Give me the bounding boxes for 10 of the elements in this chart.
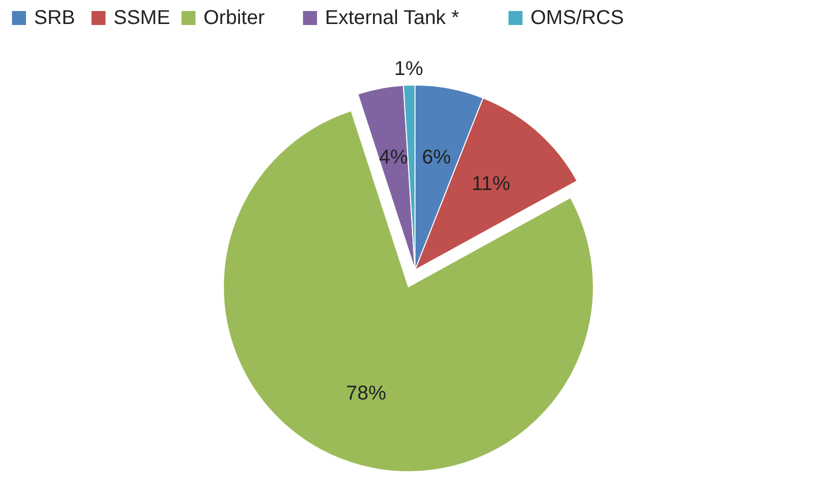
data-label: 6%: [422, 146, 452, 168]
data-label: 11%: [472, 172, 510, 195]
legend-label: External Tank *: [325, 7, 460, 29]
legend-label: SSME: [114, 7, 170, 29]
legend-label: OMS/RCS: [530, 7, 624, 29]
data-label: 78%: [346, 382, 386, 404]
legend-label: SRB: [34, 7, 76, 29]
data-label: 4%: [379, 146, 408, 168]
legend-label: Orbiter: [204, 7, 265, 29]
data-label: 1%: [394, 58, 424, 80]
